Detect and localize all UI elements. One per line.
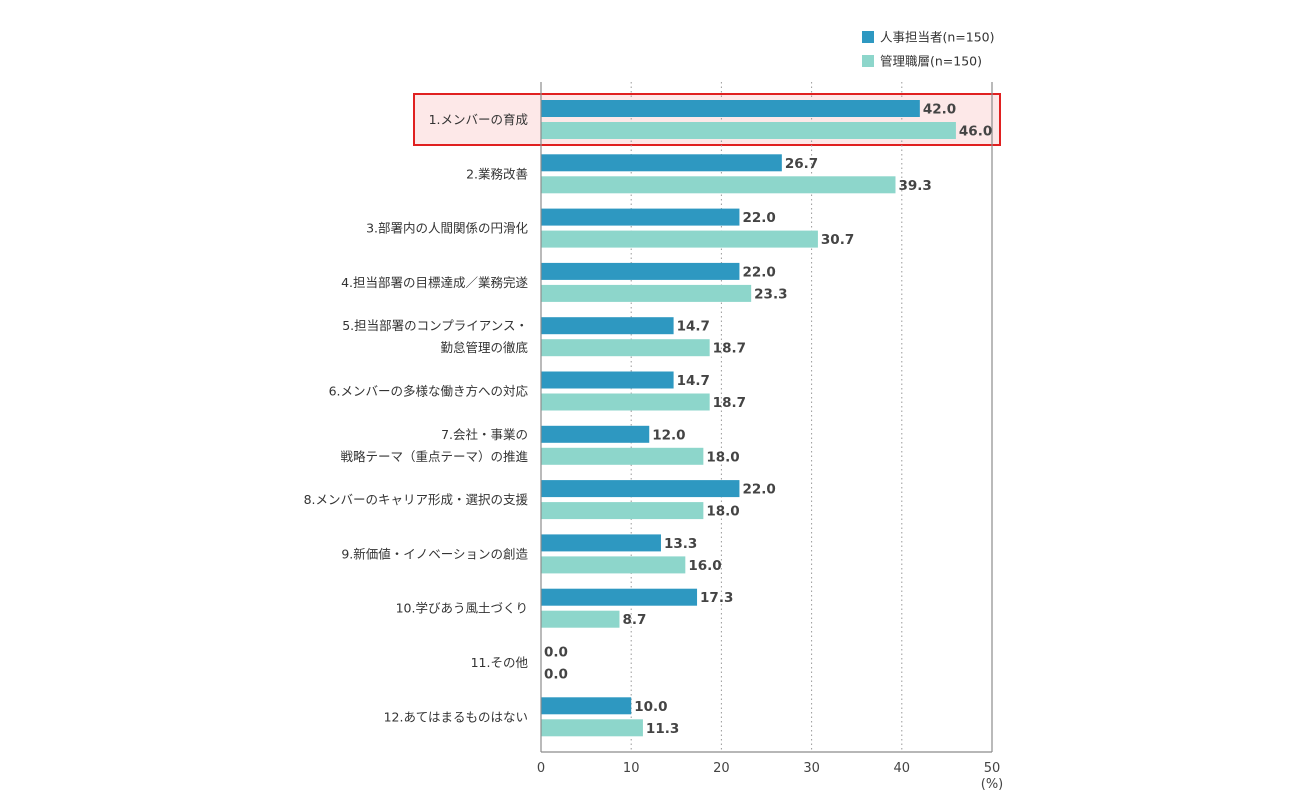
grid-layer bbox=[630, 82, 903, 752]
value-label-series1-cat4: 22.0 bbox=[742, 264, 775, 280]
bar-series2-cat9 bbox=[541, 556, 686, 574]
value-label-series1-cat9: 13.3 bbox=[664, 536, 697, 552]
axis-layer: 0 10 20 30 40 50(%) bbox=[537, 82, 1003, 792]
bar-series1-cat10 bbox=[541, 588, 698, 606]
value-label-series2-cat3: 30.7 bbox=[821, 232, 854, 248]
value-label-series1-cat1: 42.0 bbox=[923, 102, 956, 118]
value-label-series1-cat6: 14.7 bbox=[677, 373, 710, 389]
bar-series1-cat2 bbox=[541, 154, 782, 172]
value-label-series1-cat5: 14.7 bbox=[677, 319, 710, 335]
bar-series1-cat8 bbox=[541, 480, 740, 498]
category-label-12: 12.あてはまるものはない bbox=[384, 709, 528, 724]
value-label-series1-cat7: 12.0 bbox=[652, 427, 685, 443]
bar-series2-cat2 bbox=[541, 176, 896, 194]
category-label-9: 9.新価値・イノベーションの創造 bbox=[341, 546, 528, 561]
bar-series2-cat1 bbox=[541, 122, 956, 139]
x-tick-label-50: 50 bbox=[984, 761, 1001, 776]
bar-series1-cat3 bbox=[541, 208, 740, 226]
value-label-series2-cat12: 11.3 bbox=[646, 721, 679, 737]
bar-series2-cat6 bbox=[541, 393, 710, 411]
value-label-series2-cat2: 39.3 bbox=[898, 178, 931, 194]
bar-series2-cat8 bbox=[541, 502, 704, 520]
category-label-8: 8.メンバーのキャリア形成・選択の支援 bbox=[304, 492, 529, 507]
value-label-series2-cat7: 18.0 bbox=[706, 449, 739, 465]
category-label-7-line1: 7.会社・事業の bbox=[441, 427, 528, 442]
value-label-series2-cat5: 18.7 bbox=[713, 341, 746, 357]
value-label-series1-cat12: 10.0 bbox=[634, 699, 667, 715]
x-tick-label-0: 0 bbox=[537, 761, 545, 776]
bar-series1-cat6 bbox=[541, 371, 674, 389]
bar-series2-cat12 bbox=[541, 719, 643, 737]
legend-label-series2: 管理職層(n=150) bbox=[880, 54, 982, 69]
category-label-7-line2: 戦略テーマ（重点テーマ）の推進 bbox=[340, 449, 528, 464]
value-label-series1-cat2: 26.7 bbox=[785, 156, 818, 172]
value-label-series1-cat10: 17.3 bbox=[700, 590, 733, 606]
x-tick-label-20: 20 bbox=[713, 761, 730, 776]
value-label-series2-cat11: 0.0 bbox=[544, 667, 568, 683]
bars-layer bbox=[541, 100, 956, 737]
category-label-4: 4.担当部署の目標達成／業務完遂 bbox=[341, 275, 528, 290]
value-label-series2-cat4: 23.3 bbox=[754, 286, 787, 302]
legend-swatch-series2 bbox=[862, 55, 874, 67]
category-label-5-line1: 5.担当部署のコンプライアンス・ bbox=[342, 318, 528, 333]
legend-label-series1: 人事担当者(n=150) bbox=[880, 30, 995, 45]
value-label-series1-cat11: 0.0 bbox=[544, 645, 568, 661]
x-tick-label-40: 40 bbox=[894, 761, 911, 776]
bar-series2-cat10 bbox=[541, 610, 620, 628]
bar-series2-cat7 bbox=[541, 447, 704, 465]
value-label-series2-cat8: 18.0 bbox=[706, 504, 739, 520]
category-label-1: 1.メンバーの育成 bbox=[429, 112, 528, 127]
x-axis-unit: (%) bbox=[981, 777, 1004, 792]
category-label-10: 10.学びあう風土づくり bbox=[396, 601, 528, 616]
bar-series2-cat4 bbox=[541, 284, 752, 302]
x-tick-label-30: 30 bbox=[803, 761, 820, 776]
bar-series1-cat9 bbox=[541, 534, 661, 552]
bar-series1-cat12 bbox=[541, 697, 632, 715]
category-label-5-line2: 勤怠管理の徹底 bbox=[440, 340, 528, 355]
category-label-2: 2.業務改善 bbox=[466, 166, 528, 181]
value-label-series2-cat1: 46.0 bbox=[959, 124, 992, 140]
bar-series1-cat7 bbox=[541, 425, 650, 443]
category-label-3: 3.部署内の人間関係の円滑化 bbox=[366, 221, 528, 236]
value-label-series1-cat3: 22.0 bbox=[742, 210, 775, 226]
bar-series1-cat5 bbox=[541, 317, 674, 335]
bar-series1-cat1 bbox=[541, 100, 920, 117]
bar-series1-cat4 bbox=[541, 262, 740, 280]
legend: 人事担当者(n=150) 管理職層(n=150) bbox=[862, 30, 995, 69]
bar-series2-cat3 bbox=[541, 230, 818, 248]
value-label-series2-cat6: 18.7 bbox=[713, 395, 746, 411]
value-label-series2-cat10: 8.7 bbox=[622, 612, 646, 628]
legend-swatch-series1 bbox=[862, 31, 874, 43]
labels-layer: 42.046.0 1.メンバーの育成 26.7 39.3 2.業務改善 22.0 30.7 3… bbox=[304, 102, 993, 737]
x-tick-label-10: 10 bbox=[623, 761, 640, 776]
bar-series2-cat5 bbox=[541, 339, 710, 357]
value-label-series2-cat9: 16.0 bbox=[688, 558, 721, 574]
category-label-6: 6.メンバーの多様な働き方への対応 bbox=[329, 384, 529, 399]
category-label-11: 11.その他 bbox=[471, 655, 529, 670]
value-label-series1-cat8: 22.0 bbox=[742, 482, 775, 498]
